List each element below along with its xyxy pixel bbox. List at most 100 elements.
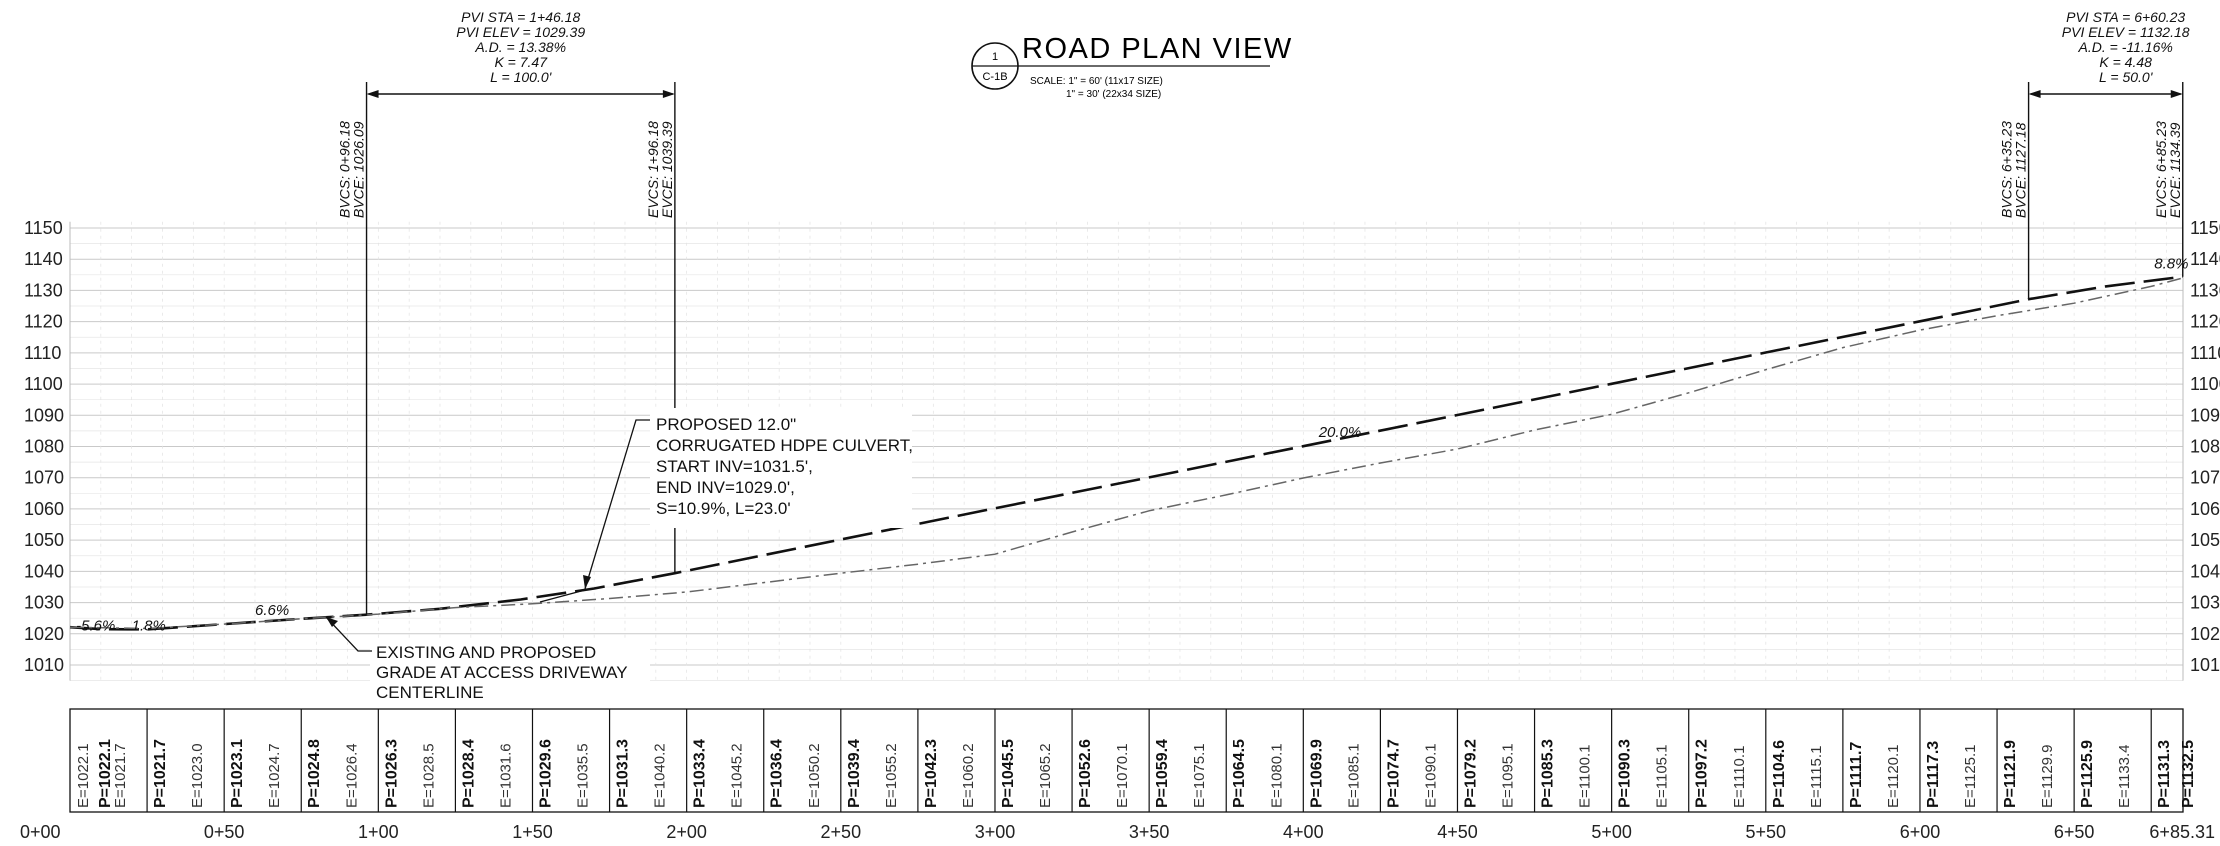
- elev-label-right-1040: 1040: [2190, 561, 2220, 581]
- proposed-elev-12: P=1045.5: [1000, 739, 1017, 808]
- grade-note-leader: [325, 616, 372, 652]
- culvert-arrowhead: [583, 575, 591, 589]
- proposed-elev-27: P=1131.3: [2156, 740, 2173, 808]
- existing-elev-21: E=1105.1: [1654, 744, 1671, 808]
- proposed-elev-5: P=1028.4: [460, 739, 477, 808]
- station-label-9: 4+50: [1437, 822, 1478, 842]
- elev-label-right-1130: 1130: [2190, 280, 2220, 300]
- existing-elev-17: E=1085.1: [1345, 743, 1362, 808]
- existing-elev-23: E=1115.1: [1808, 746, 1825, 808]
- existing-elev-1: E=1021.7: [112, 743, 129, 808]
- curve-2-info-4: L = 50.0': [2099, 69, 2154, 85]
- elevation-labels-left: 1010 1020 1030 1040 1050 1060 1070 1080 1090 1100…: [24, 218, 64, 675]
- elev-label-right-1030: 1030: [2190, 593, 2220, 613]
- existing-elev-14: E=1070.1: [1114, 743, 1131, 808]
- proposed-grade-line: [69, 275, 2183, 631]
- station-label-1: 0+50: [204, 822, 245, 842]
- callout-sheet: C-1B: [982, 71, 1007, 83]
- title-block: 1 C-1B ROAD PLAN VIEW SCALE: 1" = 60' (1…: [971, 33, 1293, 100]
- curve-1-info-1: PVI ELEV = 1029.39: [456, 24, 585, 40]
- culvert-note-line-2: START INV=1031.5',: [656, 457, 813, 476]
- proposed-elev-15: P=1064.5: [1231, 739, 1248, 808]
- existing-elev-2: E=1023.0: [189, 743, 206, 808]
- culvert-note-line-0: PROPOSED 12.0": [656, 415, 796, 434]
- grade-labels: -5.6% 1.8% 6.6% 20.0% 8.8%: [76, 256, 2188, 635]
- elev-label-left-1030: 1030: [24, 593, 64, 613]
- station-label-14: 6+85.31: [2149, 822, 2215, 842]
- proposed-elev-8: P=1033.4: [692, 739, 709, 808]
- drawing-title: ROAD PLAN VIEW: [1022, 33, 1293, 65]
- elev-label-right-1140: 1140: [2190, 249, 2220, 269]
- proposed-elev-14: P=1059.4: [1154, 739, 1171, 808]
- arrowhead-left-1: [366, 90, 379, 98]
- existing-elev-4: E=1026.4: [343, 743, 360, 808]
- curve-1-bvce: BVCE: 1026.09: [351, 121, 367, 218]
- proposed-elev-1: P=1021.7: [152, 739, 169, 808]
- proposed-elev-25: P=1121.9: [2002, 740, 2019, 808]
- culvert-note-bg: [650, 408, 912, 528]
- proposed-elev-21: P=1097.2: [1694, 739, 1711, 808]
- existing-elev-8: E=1040.2: [652, 743, 669, 808]
- culvert-leader: [584, 419, 650, 590]
- curve-1-bvcs: BVCS: 0+96.18: [337, 121, 353, 218]
- existing-elev-25: E=1125.1: [1962, 744, 1979, 808]
- callout-number: 1: [992, 51, 998, 63]
- curve-1-evcs: EVCS: 1+96.18: [645, 121, 661, 218]
- existing-elev-18: E=1090.1: [1422, 743, 1439, 808]
- grade-label-0: -5.6%: [76, 618, 115, 635]
- proposed-elev-9: P=1036.4: [769, 739, 786, 808]
- curve-2-info-2: A.D. = -11.16%: [2078, 39, 2173, 55]
- station-label-8: 4+00: [1283, 822, 1324, 842]
- elevation-labels-right: 1010 1020 1030 1040 1050 1060 1070 1080 1090 1100…: [2190, 218, 2220, 675]
- existing-elev-15: E=1075.1: [1191, 743, 1208, 808]
- existing-elev-27: E=1133.4: [2116, 744, 2133, 808]
- proposed-elev-13: P=1052.6: [1077, 739, 1094, 808]
- existing-elev-12: E=1060.2: [960, 743, 977, 808]
- elev-label-right-1150: 1150: [2190, 218, 2220, 238]
- curve-1-info-3: K = 7.47: [494, 54, 548, 70]
- curve-1-evce: EVCE: 1039.39: [659, 121, 675, 218]
- curve-2-info-1: PVI ELEV = 1132.18: [2062, 24, 2190, 40]
- curve-2-info-0: PVI STA = 6+60.23: [2066, 9, 2185, 25]
- existing-elev-5: E=1028.5: [420, 743, 437, 808]
- elev-label-right-1060: 1060: [2190, 499, 2220, 519]
- elev-label-left-1100: 1100: [24, 374, 63, 394]
- elev-label-left-1040: 1040: [24, 561, 64, 581]
- proposed-elev-26: P=1125.9: [2079, 740, 2096, 808]
- elev-label-right-1020: 1020: [2190, 624, 2220, 644]
- elev-label-left-1120: 1120: [24, 312, 63, 332]
- existing-elev-6: E=1031.6: [497, 743, 514, 808]
- curve-1-info-4: L = 100.0': [490, 69, 553, 85]
- grade-note-bg: [370, 640, 650, 708]
- existing-elev-16: E=1080.1: [1268, 743, 1285, 808]
- station-label-11: 5+50: [1746, 822, 1787, 842]
- grade-note-line-1: GRADE AT ACCESS DRIVEWAY: [376, 663, 628, 682]
- curve-1-info-2: A.D. = 13.38%: [474, 39, 566, 55]
- curve-2-evce: EVCE: 1134.39: [2167, 122, 2183, 218]
- station-label-4: 2+00: [666, 822, 707, 842]
- elev-label-right-1080: 1080: [2190, 437, 2220, 457]
- grade-note-line-0: EXISTING AND PROPOSED: [376, 643, 596, 662]
- grade-label-4: 8.8%: [2154, 256, 2188, 273]
- elev-label-right-1090: 1090: [2190, 405, 2220, 425]
- proposed-elev-2: P=1023.1: [229, 739, 246, 808]
- proposed-elev-19: P=1085.3: [1540, 739, 1557, 808]
- station-label-12: 6+00: [1900, 822, 1941, 842]
- station-label-5: 2+50: [821, 822, 862, 842]
- existing-elev-19: E=1095.1: [1500, 743, 1517, 808]
- elev-label-left-1070: 1070: [24, 468, 64, 488]
- annotation-notes: PROPOSED 12.0" CORRUGATED HDPE CULVERT, ST…: [325, 408, 913, 708]
- existing-elev-13: E=1065.2: [1037, 743, 1054, 808]
- existing-elev-26: E=1129.9: [2039, 744, 2056, 808]
- culvert-note-line-3: END INV=1029.0',: [656, 478, 795, 497]
- elev-label-right-1100: 1100: [2190, 374, 2220, 394]
- existing-elev-0: E=1022.1: [75, 743, 92, 808]
- proposed-elev-7: P=1031.3: [615, 739, 632, 808]
- curve-2-bvce: BVCE: 1127.18: [2013, 122, 2029, 218]
- elev-label-right-1010: 1010: [2190, 655, 2220, 675]
- station-label-13: 6+50: [2054, 822, 2095, 842]
- scale-line-1: SCALE: 1" = 60' (11x17 SIZE): [1030, 76, 1163, 87]
- curve-1-info-0: PVI STA = 1+46.18: [461, 9, 580, 25]
- profile-grid: [69, 221, 2184, 681]
